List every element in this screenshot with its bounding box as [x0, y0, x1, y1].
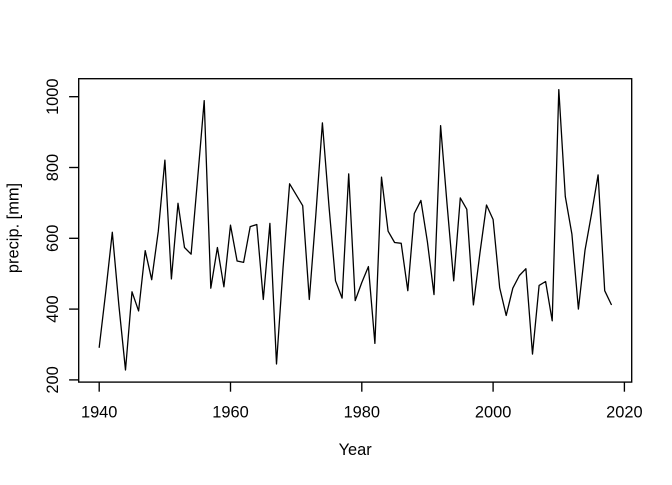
svg-text:2020: 2020	[606, 403, 642, 421]
svg-text:precip. [mm]: precip. [mm]	[5, 183, 23, 273]
svg-text:600: 600	[44, 225, 62, 252]
svg-text:1960: 1960	[212, 403, 248, 421]
svg-text:2000: 2000	[475, 403, 511, 421]
svg-text:200: 200	[44, 366, 62, 393]
svg-text:800: 800	[44, 154, 62, 181]
svg-text:1000: 1000	[44, 78, 62, 114]
svg-text:1940: 1940	[81, 403, 117, 421]
svg-text:Year: Year	[339, 441, 373, 459]
svg-text:400: 400	[44, 295, 62, 322]
svg-text:1980: 1980	[344, 403, 380, 421]
